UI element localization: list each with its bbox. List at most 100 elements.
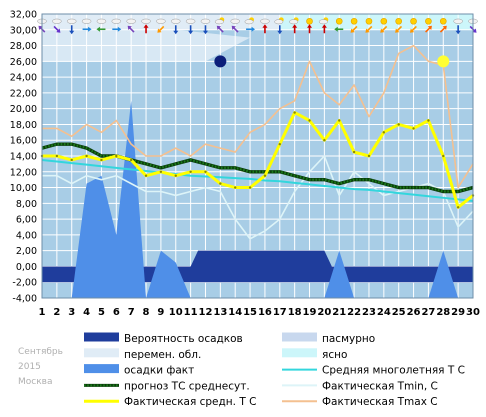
x-tick-label: 24 (377, 307, 391, 318)
wind-arrow-icon (350, 25, 358, 33)
wind-arrow-icon (410, 25, 417, 33)
sun-marker-icon (437, 55, 450, 68)
series-point (323, 139, 326, 142)
series-point (85, 154, 88, 158)
day-icon (111, 18, 122, 32)
day-icon (171, 18, 181, 35)
legend-swatch (282, 348, 317, 358)
legend-label: ясно (322, 349, 347, 361)
legend-label: осадки факт (124, 365, 194, 377)
y-tick-label: 8,00 (16, 199, 37, 210)
cloud-icon (260, 18, 270, 24)
x-tick-label: 22 (347, 307, 361, 318)
wind-arrow-icon (96, 26, 106, 32)
wind-arrow-head (88, 26, 92, 32)
day-icon (334, 17, 344, 32)
cloud-icon (126, 18, 136, 24)
sun-icon (365, 17, 373, 25)
sun-icon (350, 17, 358, 25)
legend-swatch (84, 348, 119, 358)
x-tick-label: 15 (243, 307, 257, 318)
wind-arrow-head (334, 26, 338, 32)
wind-arrow-icon (380, 25, 388, 33)
legend-label: пасмурно (322, 333, 375, 345)
day-icon (274, 17, 284, 35)
day-icon (244, 17, 256, 32)
sun-icon (395, 17, 402, 25)
cloud-icon (156, 18, 166, 24)
cloud-icon (111, 18, 122, 24)
series-point (55, 154, 59, 158)
moon-icon (214, 55, 227, 68)
wind-arrow-head (157, 28, 162, 33)
wind-arrow-icon (246, 26, 256, 32)
series-point (367, 154, 371, 158)
legend-label: перемен. обл. (124, 349, 201, 361)
series-point (234, 186, 237, 189)
wind-arrow-icon (277, 25, 283, 35)
y-axis: -4,00 -2,00 0,00 2,00 4,00 6,00 8,00 10,00 12,00… (10, 10, 37, 305)
series-line-0 (42, 44, 474, 189)
wind-arrow-icon (173, 25, 179, 35)
sun-icon (380, 17, 388, 25)
series-point (442, 154, 445, 158)
series-point (115, 154, 118, 158)
y-tick-label: 12,00 (10, 167, 37, 178)
x-tick-label: 28 (436, 307, 450, 318)
wind-arrow-head (350, 28, 355, 33)
day-icon (141, 18, 151, 34)
legend-swatch (84, 332, 119, 342)
wind-arrow-head (410, 28, 415, 33)
day-icon (395, 17, 403, 33)
series-point (397, 123, 400, 126)
cloud-icon (141, 18, 151, 24)
wind-arrow-icon (231, 25, 239, 33)
sun-icon (425, 17, 432, 25)
wind-arrow-head (321, 24, 327, 28)
sun-icon (306, 17, 313, 25)
wind-arrow-icon (365, 25, 373, 33)
wind-arrow-head (127, 25, 132, 30)
day-icon (410, 17, 417, 33)
day-icon (230, 18, 240, 33)
day-icon (260, 18, 270, 34)
day-icon (81, 18, 92, 32)
wind-arrow-icon (307, 24, 313, 34)
wind-arrow-icon (439, 25, 447, 33)
y-tick-label: 2,00 (16, 246, 37, 257)
day-icon (289, 17, 299, 34)
cloud-icon (289, 19, 299, 25)
day-icon (156, 18, 166, 33)
day-icon (200, 18, 211, 35)
y-tick-label: 14,00 (10, 152, 37, 163)
x-tick-label: 5 (98, 307, 105, 318)
y-tick-label: 26,00 (10, 57, 37, 68)
series-point (412, 127, 415, 130)
wind-arrow-icon (334, 26, 344, 32)
wind-arrow-icon (425, 25, 432, 33)
cloud-icon (200, 18, 211, 24)
series-point (456, 206, 460, 209)
wind-arrow-icon (455, 25, 461, 35)
day-icon (318, 17, 329, 34)
series-point (174, 174, 177, 177)
y-tick-label: 4,00 (16, 230, 37, 241)
x-tick-label: 25 (392, 307, 406, 318)
y-tick-label: 22,00 (10, 88, 37, 99)
y-tick-label: -2,00 (12, 278, 37, 289)
wind-arrow-icon (292, 24, 298, 34)
series-point (189, 170, 192, 173)
wind-arrow-icon (112, 26, 122, 32)
cloud-icon (274, 19, 284, 25)
x-tick-label: 3 (68, 307, 75, 318)
x-tick-label: 14 (228, 307, 242, 318)
cloud-icon (214, 19, 224, 25)
wind-arrow-icon (188, 25, 194, 35)
series-point (338, 119, 341, 122)
y-tick-label: 24,00 (10, 73, 37, 84)
cloud-icon (244, 19, 254, 25)
wind-arrow-head (427, 25, 432, 30)
sun-icon (439, 17, 447, 25)
side-label-line: Сентябрь (18, 347, 63, 357)
wind-arrow-icon (202, 25, 208, 35)
